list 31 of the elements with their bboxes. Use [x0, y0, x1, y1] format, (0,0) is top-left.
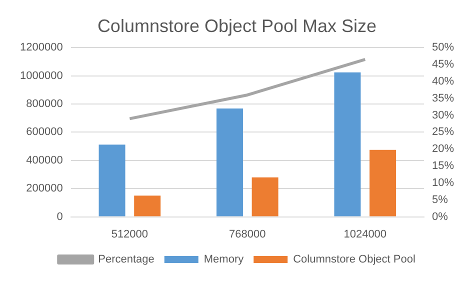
- x-tick-label: 512000: [111, 228, 148, 240]
- legend-label: Columnstore Object Pool: [293, 254, 416, 266]
- y-tick-label: 800000: [26, 98, 63, 110]
- y-tick-label: 600000: [26, 126, 63, 138]
- bar: [98, 144, 126, 216]
- y2-tick-label: 45%: [432, 58, 454, 71]
- bar: [216, 108, 243, 216]
- y2-tick-label: 20%: [432, 143, 454, 156]
- bar: [334, 72, 361, 216]
- y2-tick-label: 30%: [432, 109, 454, 122]
- y-tick-label: 1000000: [20, 70, 63, 82]
- legend-label: Memory: [204, 254, 244, 266]
- y-tick-label: 200000: [26, 182, 63, 195]
- y2-tick-label: 50%: [432, 42, 454, 54]
- bar: [370, 150, 396, 216]
- y2-tick-label: 40%: [432, 75, 454, 88]
- x-tick-label: 1024000: [344, 228, 387, 240]
- legend-label: Percentage: [98, 254, 154, 266]
- y2-tick-label: 25%: [432, 126, 454, 138]
- chart-title: Columnstore Object Pool Max Size: [97, 16, 377, 36]
- x-tick-label: 768000: [229, 228, 266, 240]
- y2-tick-label: 5%: [432, 194, 448, 206]
- y2-tick-label: 35%: [432, 92, 454, 104]
- y2-tick-label: 10%: [432, 176, 454, 189]
- y2-tick-label: 15%: [432, 160, 454, 172]
- y-tick-label: 400000: [26, 154, 63, 166]
- bar: [134, 196, 161, 216]
- y2-tick-label: 0%: [432, 210, 448, 223]
- y-tick-label: 0: [56, 210, 63, 223]
- bar: [252, 177, 278, 216]
- y-tick-label: 1200000: [20, 42, 63, 54]
